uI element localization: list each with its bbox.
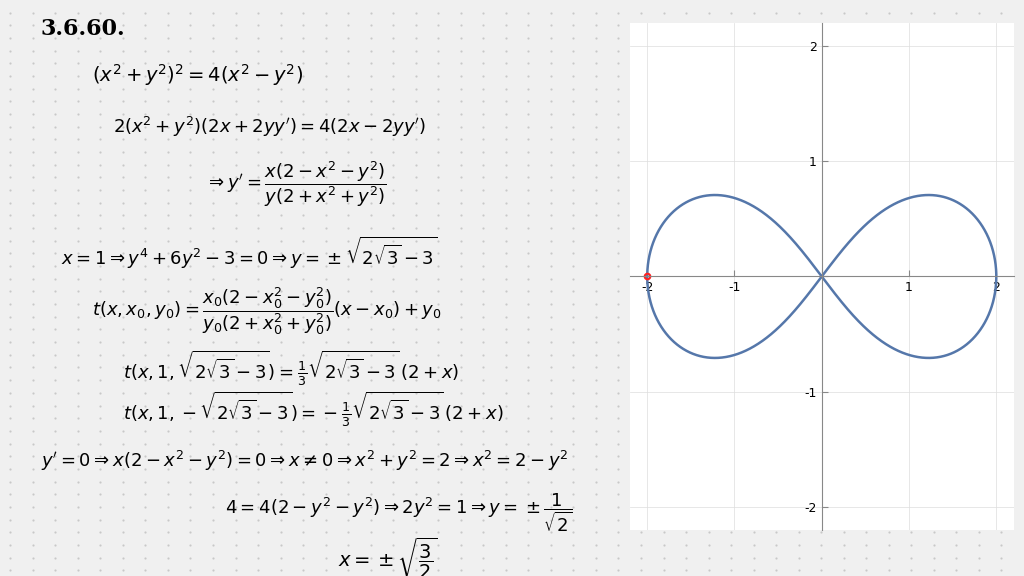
Text: $x=\pm\sqrt{\dfrac{3}{2}}$: $x=\pm\sqrt{\dfrac{3}{2}}$ [338, 536, 438, 576]
Text: $x=1 \Rightarrow y^4+6y^2-3=0 \Rightarrow y=\pm\sqrt{2\sqrt{3}-3}$: $x=1 \Rightarrow y^4+6y^2-3=0 \Rightarro… [61, 236, 438, 271]
Text: $2(x^2+y^2)(2x+2yy') = 4(2x-2yy')$: $2(x^2+y^2)(2x+2yy') = 4(2x-2yy')$ [113, 115, 426, 139]
Text: 3.6.60.: 3.6.60. [41, 18, 126, 40]
Text: $t(x,1,\sqrt{2\sqrt{3}-3}) = \frac{1}{3}\sqrt{2\sqrt{3}-3}\,(2+x)$: $t(x,1,\sqrt{2\sqrt{3}-3}) = \frac{1}{3}… [123, 349, 459, 388]
Text: $t(x,1,-\sqrt{2\sqrt{3}-3}) = -\frac{1}{3}\sqrt{2\sqrt{3}-3}\,(2+x)$: $t(x,1,-\sqrt{2\sqrt{3}-3}) = -\frac{1}{… [123, 389, 504, 429]
Text: $t(x,x_0,y_0) = \dfrac{x_0(2-x_0^2-y_0^2)}{y_0(2+x_0^2+y_0^2)}(x-x_0)+y_0$: $t(x,x_0,y_0) = \dfrac{x_0(2-x_0^2-y_0^2… [92, 285, 441, 337]
Text: $y'=0 \Rightarrow x(2-x^2-y^2)=0 \Rightarrow x\neq 0 \Rightarrow x^2+y^2=2 \Righ: $y'=0 \Rightarrow x(2-x^2-y^2)=0 \Righta… [41, 449, 568, 473]
Text: $(x^2+y^2)^2 = 4(x^2-y^2)$: $(x^2+y^2)^2 = 4(x^2-y^2)$ [92, 62, 303, 88]
Text: $4=4(2-y^2-y^2) \Rightarrow 2y^2=1 \Rightarrow y=\pm\dfrac{1}{\sqrt{2}}$: $4=4(2-y^2-y^2) \Rightarrow 2y^2=1 \Righ… [225, 491, 572, 534]
Text: $\Rightarrow y' = \dfrac{x(2-x^2-y^2)}{y(2+x^2+y^2)}$: $\Rightarrow y' = \dfrac{x(2-x^2-y^2)}{y… [205, 160, 387, 209]
